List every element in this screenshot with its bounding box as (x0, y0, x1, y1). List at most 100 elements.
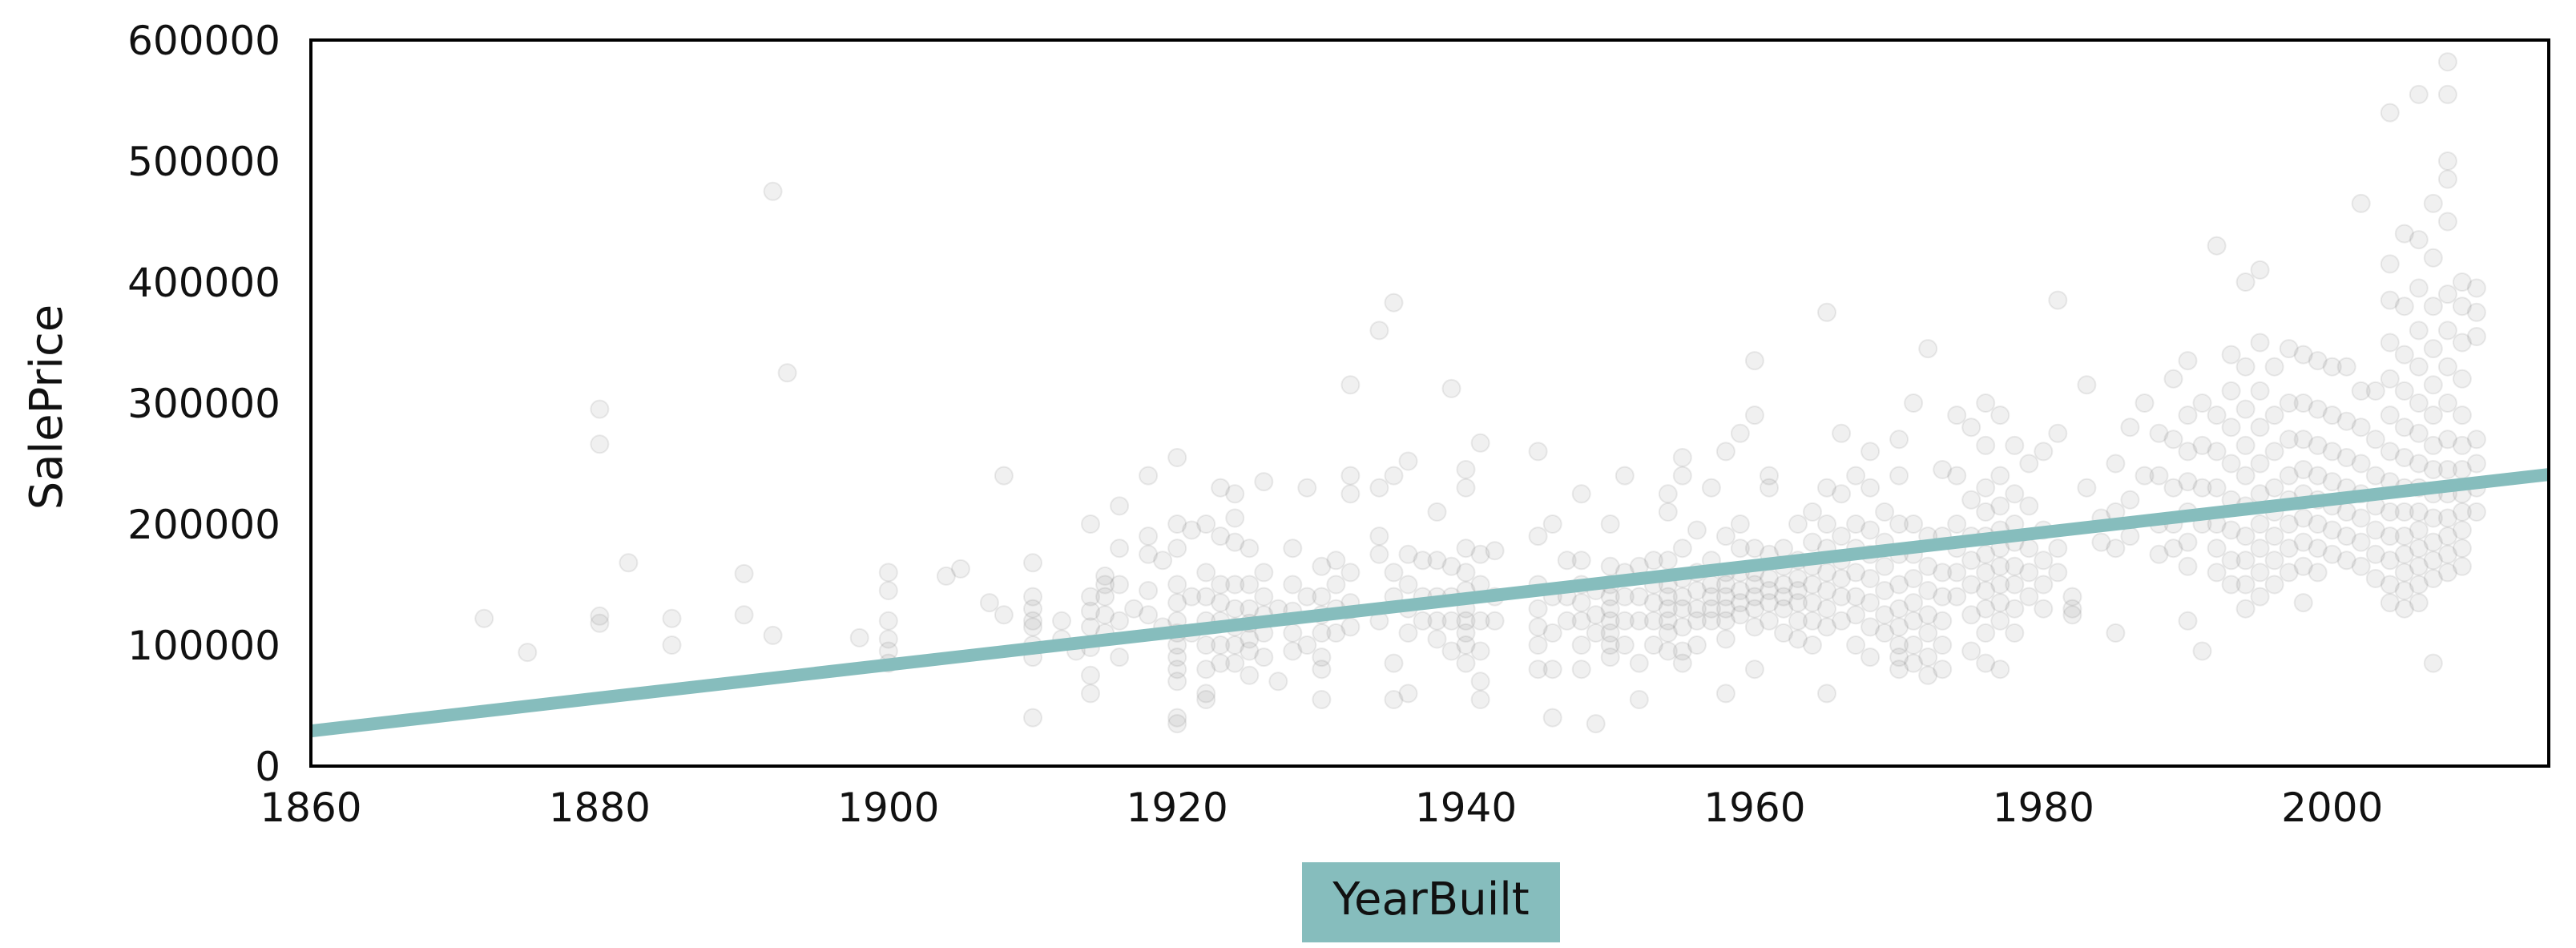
data-point (1586, 623, 1606, 643)
data-point (1196, 684, 1216, 704)
data-point (1139, 581, 1159, 600)
data-point (1211, 653, 1231, 673)
data-point (2452, 297, 2472, 317)
data-point (1542, 660, 1562, 680)
data-point (1990, 660, 2010, 680)
data-point (2207, 442, 2227, 462)
data-point (1687, 635, 1707, 655)
data-point (1456, 539, 1476, 559)
data-point (1600, 611, 1620, 631)
data-point (1081, 514, 1100, 534)
data-point (2351, 418, 2371, 438)
data-point (1095, 587, 1115, 607)
data-point (2250, 454, 2270, 474)
data-point (1933, 587, 1953, 607)
data-point (2380, 526, 2400, 547)
data-point (2279, 393, 2299, 413)
data-point (2163, 539, 2183, 559)
data-point (1312, 647, 1332, 668)
data-point (2279, 430, 2299, 450)
data-point (2365, 381, 2385, 401)
data-point (2106, 623, 2126, 643)
data-point (2437, 52, 2457, 72)
data-point (2380, 103, 2400, 123)
data-point (1990, 466, 2010, 486)
data-point (1744, 539, 1764, 559)
data-point (2322, 442, 2342, 462)
data-point (2221, 345, 2241, 365)
data-point (2048, 423, 2068, 443)
data-point (2279, 339, 2299, 359)
data-point (2380, 333, 2400, 353)
data-point (1715, 684, 1735, 704)
data-point (2409, 556, 2429, 576)
data-point (1961, 418, 1981, 438)
data-point (2380, 502, 2400, 522)
data-point (2437, 430, 2457, 450)
data-point (1961, 551, 1981, 571)
data-point (1730, 581, 1750, 600)
plot-frame (309, 38, 2550, 768)
data-point (1947, 514, 1967, 534)
data-point (1860, 617, 1881, 637)
data-point (734, 563, 754, 583)
data-point (1760, 478, 1779, 498)
data-point (1427, 551, 1447, 571)
data-point (2120, 526, 2140, 547)
data-point (849, 627, 869, 647)
data-point (2235, 599, 2256, 619)
data-point (1211, 478, 1231, 498)
data-point (1918, 339, 1938, 359)
y-tick-label: 300000 (127, 381, 280, 427)
data-point (1268, 672, 1288, 692)
data-point (2034, 551, 2054, 571)
data-point (2322, 544, 2342, 564)
data-point (1918, 623, 1938, 643)
data-point (1456, 653, 1476, 673)
data-point (2192, 393, 2212, 413)
x-tick-label: 1880 (549, 785, 651, 831)
data-point (2322, 520, 2342, 540)
data-point (2221, 454, 2241, 474)
data-point (2351, 454, 2371, 474)
data-point (2034, 442, 2054, 462)
data-point (1240, 575, 1260, 595)
data-point (1846, 466, 1866, 486)
data-point (1528, 617, 1548, 637)
data-point (2409, 321, 2429, 341)
data-point (2264, 575, 2284, 595)
data-point (1744, 587, 1764, 607)
data-point (2250, 381, 2270, 401)
data-point (1744, 617, 1764, 637)
data-point (2394, 544, 2414, 564)
data-point (878, 563, 898, 583)
data-point (2178, 351, 2198, 371)
data-point (1658, 611, 1678, 631)
data-point (1297, 478, 1317, 498)
data-point (1384, 563, 1404, 583)
data-point (1875, 502, 1895, 522)
data-point (1413, 611, 1433, 631)
data-point (2293, 532, 2313, 552)
data-point (1976, 599, 1996, 619)
data-point (1441, 641, 1461, 661)
data-point (2034, 599, 2054, 619)
data-point (590, 613, 610, 633)
data-point (1312, 587, 1332, 607)
data-point (1860, 647, 1881, 668)
data-point (2437, 84, 2457, 104)
data-point (2423, 569, 2443, 588)
data-point (2452, 272, 2472, 292)
data-point (763, 625, 783, 645)
data-point (1441, 556, 1461, 576)
data-point (2351, 556, 2371, 576)
data-point (1846, 514, 1866, 534)
data-point (1283, 575, 1303, 595)
data-point (2279, 563, 2299, 583)
data-point (1774, 587, 1793, 607)
data-point (2120, 418, 2140, 438)
data-point (1643, 593, 1663, 613)
data-point (950, 559, 970, 579)
data-point (1760, 611, 1779, 631)
data-point (1110, 611, 1130, 631)
